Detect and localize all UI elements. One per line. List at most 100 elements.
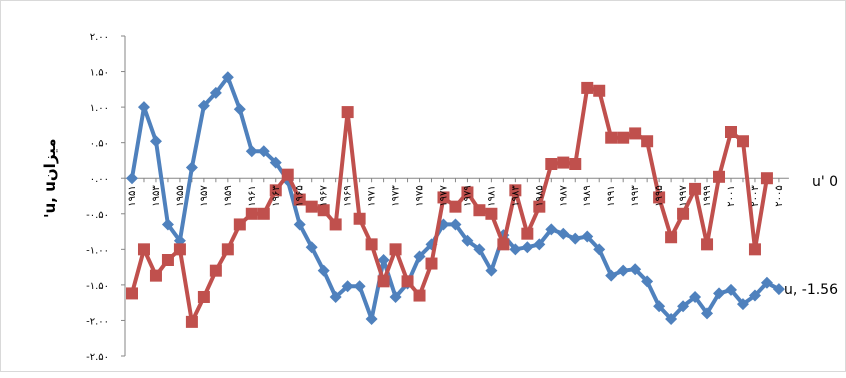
data-point (509, 243, 522, 256)
data-point (629, 127, 642, 140)
data-point (760, 276, 773, 289)
data-point (545, 223, 558, 236)
data-point (245, 145, 258, 158)
data-point (485, 264, 498, 277)
data-point (689, 290, 702, 303)
data-point (305, 200, 318, 213)
data-point (341, 106, 354, 119)
data-point (126, 172, 138, 185)
data-point (293, 218, 306, 231)
data-point (617, 264, 630, 277)
x-tick-label: ۱۹۸۵ (534, 185, 545, 206)
data-point (137, 101, 150, 114)
y-axis-title: 'u, uميزان (41, 138, 59, 218)
data-point (569, 158, 582, 170)
data-point (557, 227, 570, 240)
data-point (473, 243, 486, 256)
data-point (269, 184, 282, 197)
x-tick-label: ۱۹۸۷ (558, 185, 569, 207)
data-point (485, 207, 498, 220)
data-point (748, 243, 761, 256)
data-point (149, 135, 162, 148)
data-point (593, 84, 606, 97)
series-end-label: u' 0 (812, 174, 838, 190)
data-point (329, 290, 342, 303)
data-point (461, 186, 474, 199)
data-point (581, 81, 594, 94)
data-point (221, 243, 234, 256)
y-tick-label: -۲.۵۰ (86, 352, 109, 363)
y-tick-label: -۰.۵۰ (86, 210, 109, 221)
data-point (772, 283, 785, 296)
y-tick-label: ۰.۵۰ (90, 139, 109, 150)
data-point (221, 71, 234, 84)
data-point (257, 207, 270, 220)
x-tick-label: ۱۹۶۱ (247, 185, 258, 206)
data-point (725, 126, 737, 138)
x-tick-label: ۱۹۵۷ (199, 185, 210, 207)
data-point (293, 193, 306, 206)
data-point (185, 161, 198, 174)
x-tick-label: ۱۹۷۳ (391, 185, 402, 207)
x-tick-label: ۱۹۸۳ (510, 185, 521, 207)
data-point (317, 264, 330, 277)
labels-layer: ۲.۰۰ ۱.۵۰ ۱.۰۰ ۰.۵۰ ۰.۰۰ -۰.۵۰ -۱.۰۰ -۱.۵۰ -۲.۰۰… (41, 32, 838, 363)
data-point (665, 231, 678, 244)
x-tick-label: ۱۹۶۳ (271, 185, 282, 207)
x-tick-label: ۱۹۹۱ (606, 185, 617, 206)
data-point (533, 200, 546, 213)
data-point (233, 218, 246, 231)
data-point (413, 250, 426, 263)
data-point (401, 275, 414, 288)
data-point (533, 238, 546, 251)
data-point (760, 172, 773, 185)
x-tick-label: ۱۹۷۵ (415, 185, 426, 206)
data-point (413, 289, 426, 302)
data-point (197, 290, 210, 303)
data-point (713, 287, 726, 300)
data-point (245, 207, 258, 220)
data-point (569, 232, 582, 245)
y-tick-label: ۰.۰۰ (90, 174, 109, 185)
y-tick-label: ۱.۰۰ (90, 103, 109, 114)
data-point (341, 280, 354, 293)
x-tick-label: ۱۹۶۷ (319, 185, 330, 207)
x-tick-label: ۱۹۹۳ (630, 185, 641, 207)
data-point (701, 307, 714, 320)
data-point (353, 280, 366, 293)
y-tick-label: -۲.۰۰ (86, 316, 109, 327)
data-point (269, 156, 282, 169)
data-point (605, 269, 618, 282)
x-tick-label: ۱۹۹۹ (702, 185, 713, 206)
data-point (209, 264, 222, 277)
data-point (425, 257, 438, 270)
x-tick-label: ۱۹۶۵ (295, 185, 306, 206)
data-point (137, 243, 150, 256)
data-point (713, 170, 726, 183)
data-point (557, 156, 570, 169)
data-point (461, 234, 474, 247)
data-point (449, 218, 462, 231)
data-point (736, 135, 749, 148)
x-tick-label: ۲۰۰۱ (726, 185, 737, 206)
data-point (521, 241, 534, 254)
data-point (473, 204, 486, 217)
data-point (209, 86, 222, 99)
x-tick-label: ۱۹۸۹ (582, 185, 593, 206)
data-point (257, 145, 270, 158)
data-point (677, 300, 690, 313)
data-point (365, 313, 378, 326)
y-tick-label: -۱.۵۰ (86, 281, 109, 292)
data-point (317, 204, 330, 217)
data-point (281, 168, 294, 181)
data-point (665, 313, 678, 326)
data-point (593, 243, 606, 256)
data-point (725, 283, 737, 296)
data-point (126, 287, 138, 300)
y-tick-label: -۱.۰۰ (86, 245, 109, 256)
data-point (641, 135, 654, 148)
data-point (521, 227, 534, 240)
data-point (629, 263, 642, 276)
data-point (509, 184, 522, 197)
